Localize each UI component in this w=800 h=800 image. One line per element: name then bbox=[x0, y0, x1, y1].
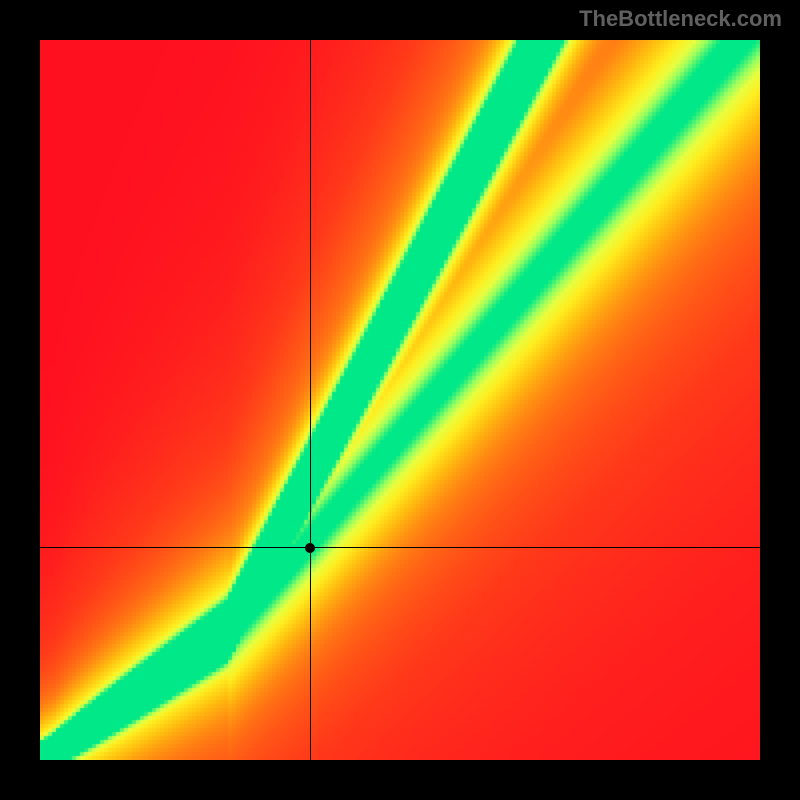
bottleneck-heatmap bbox=[40, 40, 760, 760]
chart-container: TheBottleneck.com bbox=[0, 0, 800, 800]
crosshair-horizontal bbox=[40, 547, 760, 548]
marker-dot bbox=[305, 543, 315, 553]
watermark-text: TheBottleneck.com bbox=[579, 6, 782, 32]
plot-area bbox=[40, 40, 760, 760]
crosshair-vertical bbox=[310, 40, 311, 760]
